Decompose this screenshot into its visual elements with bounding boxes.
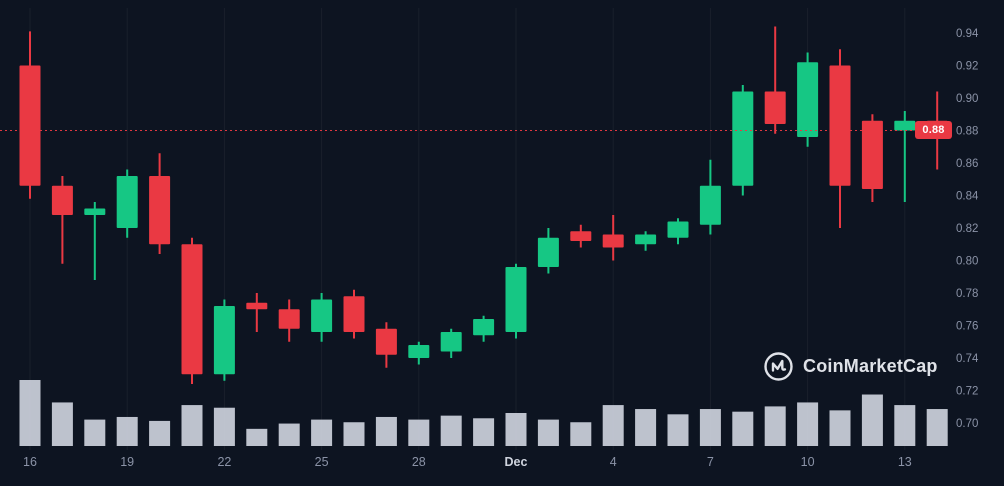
y-axis-tick: 0.92: [956, 61, 978, 73]
y-axis-tick: 0.90: [956, 93, 978, 105]
candle[interactable]: [894, 111, 916, 202]
candle[interactable]: [732, 85, 754, 196]
y-axis-tick: 0.88: [956, 126, 978, 138]
volume-bar: [408, 419, 430, 446]
volume-bars: [19, 380, 948, 446]
volume-bar: [213, 407, 235, 446]
volume-bar: [181, 405, 203, 446]
volume-bar: [894, 405, 916, 446]
x-axis-tick: 25: [315, 455, 329, 469]
candle[interactable]: [667, 218, 689, 245]
candle[interactable]: [51, 176, 73, 264]
x-axis-tick: 19: [120, 455, 134, 469]
y-axis-tick: 0.70: [956, 418, 978, 430]
volume-bar: [537, 419, 559, 446]
coinmarketcap-logo-text: CoinMarketCap: [803, 356, 938, 376]
volume-bar: [732, 411, 754, 446]
volume-bar: [84, 419, 106, 446]
volume-bar: [861, 394, 883, 446]
candle[interactable]: [764, 26, 786, 134]
candle[interactable]: [343, 289, 365, 339]
volume-bar: [797, 402, 819, 446]
y-axis-tick: 0.82: [956, 223, 978, 235]
coinmarketcap-watermark: CoinMarketCap: [763, 351, 938, 382]
volume-bar: [829, 410, 851, 446]
x-axis-labels: 16 19 22 25 28 Dec 4 7 10 13: [23, 455, 912, 469]
candle[interactable]: [246, 293, 268, 332]
volume-bar: [375, 416, 397, 446]
y-axis-tick: 0.78: [956, 288, 978, 300]
candle[interactable]: [797, 52, 819, 147]
y-axis-tick: 0.80: [956, 256, 978, 268]
volume-bar: [764, 406, 786, 446]
candle[interactable]: [861, 114, 883, 202]
volume-bar: [116, 416, 138, 446]
candle[interactable]: [19, 31, 41, 199]
candles: [19, 26, 948, 384]
candle[interactable]: [570, 224, 592, 248]
x-axis-tick: 22: [217, 455, 231, 469]
x-axis-tick: 4: [610, 455, 617, 469]
x-axis-tick: 7: [707, 455, 714, 469]
gridlines: [29, 8, 906, 450]
volume-bar: [570, 422, 592, 446]
y-axis-tick: 0.94: [956, 28, 979, 40]
candle[interactable]: [181, 237, 203, 384]
volume-bar: [51, 402, 73, 446]
volume-bar: [149, 420, 171, 446]
volume-bar: [343, 422, 365, 446]
volume-bar: [19, 380, 41, 446]
y-axis-tick: 0.74: [956, 353, 979, 365]
candle[interactable]: [635, 231, 657, 251]
volume-bar: [505, 413, 527, 446]
candle[interactable]: [829, 49, 851, 228]
candle[interactable]: [375, 322, 397, 368]
y-axis-tick: 0.76: [956, 321, 978, 333]
candle[interactable]: [440, 328, 462, 358]
volume-bar: [667, 414, 689, 446]
candle[interactable]: [116, 169, 138, 238]
candle[interactable]: [699, 159, 721, 235]
x-axis-tick: Dec: [505, 455, 528, 469]
x-axis-tick: 10: [801, 455, 815, 469]
volume-bar: [440, 415, 462, 446]
volume-bar: [926, 409, 948, 446]
x-axis-tick: 16: [23, 455, 37, 469]
candle[interactable]: [84, 202, 106, 280]
candle[interactable]: [408, 341, 430, 365]
x-axis-tick: 13: [898, 455, 912, 469]
candle[interactable]: [311, 293, 333, 342]
volume-bar: [602, 405, 624, 446]
volume-bar: [246, 428, 268, 446]
current-price-label: 0.88: [915, 121, 952, 139]
volume-bar: [278, 423, 300, 446]
volume-bar: [635, 409, 657, 446]
candle[interactable]: [213, 299, 235, 381]
candle[interactable]: [602, 215, 624, 261]
y-axis-tick: 0.86: [956, 158, 978, 170]
candle[interactable]: [149, 153, 171, 254]
y-axis-tick: 0.84: [956, 191, 979, 203]
y-axis-tick: 0.72: [956, 386, 978, 398]
y-axis-labels: 0.94 0.92 0.90 0.88 0.86 0.84 0.82 0.80 0.78 0.76…: [956, 28, 979, 430]
candle[interactable]: [537, 228, 559, 274]
candle[interactable]: [278, 299, 300, 342]
x-axis-tick: 28: [412, 455, 426, 469]
candle[interactable]: [473, 315, 495, 342]
volume-bar: [699, 409, 721, 446]
volume-bar: [311, 419, 333, 446]
coinmarketcap-icon: [764, 352, 793, 381]
candle[interactable]: [505, 263, 527, 339]
volume-bar: [473, 418, 495, 446]
